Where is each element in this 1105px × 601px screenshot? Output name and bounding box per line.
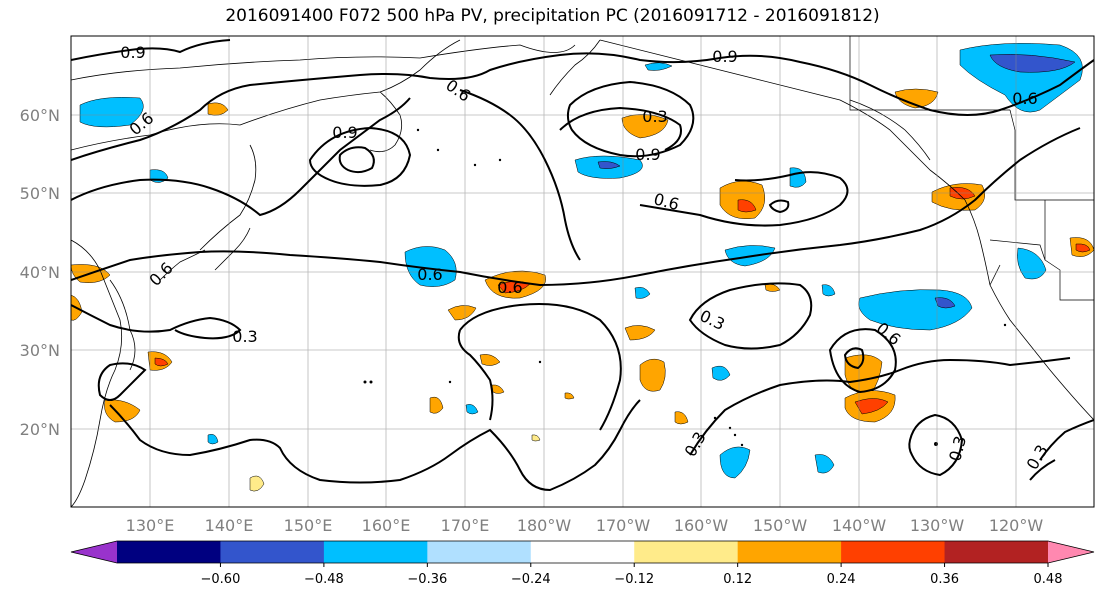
contour-label: 0.6 (417, 265, 442, 284)
pv-contours (71, 39, 1094, 492)
colorbar-segment (634, 541, 739, 563)
contour-label: 0.9 (120, 43, 145, 62)
colorbar: −0.60 −0.48 −0.36 −0.24 −0.12 0.12 0.24 0.36 0.4… (70, 540, 1095, 587)
colorbar-segment (220, 541, 325, 563)
colorbar-segment (530, 541, 635, 563)
colorbar-tick-label: 0.12 (723, 572, 752, 587)
lat-label: 20°N (20, 420, 60, 439)
lat-label: 50°N (20, 184, 60, 203)
colorbar-extend-max (1048, 541, 1094, 563)
contour-label: 0.3 (642, 107, 667, 126)
contour-label: 0.9 (712, 47, 737, 66)
latitude-labels: 60°N 50°N 40°N 30°N 20°N (20, 106, 60, 439)
colorbar-tick-label: −0.24 (511, 572, 551, 587)
precip-negative-shading (79, 43, 1083, 479)
lon-label: 180°W (517, 516, 572, 535)
precip-positive-shading (71, 88, 1094, 492)
lat-label: 60°N (20, 106, 60, 125)
lon-label: 150°W (753, 516, 808, 535)
lon-label: 160°W (674, 516, 729, 535)
colorbar-segment (117, 541, 221, 563)
map-title: 2016091400 F072 500 hPa PV, precipitatio… (225, 6, 880, 26)
contour-label: 0.6 (1012, 89, 1037, 108)
map-frame (70, 35, 1095, 508)
lon-label: 170°E (441, 516, 490, 535)
colorbar-segment (427, 541, 532, 563)
contour-label: 0.3 (232, 327, 257, 346)
colorbar-segment (944, 541, 1049, 563)
colorbar-tick-label: 0.36 (930, 572, 959, 587)
lon-label: 160°E (362, 516, 411, 535)
colorbar-segment (737, 541, 842, 563)
colorbar-segment (841, 541, 946, 563)
colorbar-segment (323, 541, 428, 563)
colorbar-tick-label: −0.60 (201, 572, 241, 587)
lon-label: 120°W (989, 516, 1044, 535)
contour-label: 0.9 (332, 123, 357, 142)
contour-label: 0.6 (497, 278, 522, 297)
longitude-labels: 130°E 140°E 150°E 160°E 170°E 180°W 170°… (126, 516, 1044, 535)
colorbar-tick-label: −0.12 (614, 572, 654, 587)
lon-label: 130°E (126, 516, 175, 535)
lon-label: 150°E (284, 516, 333, 535)
colorbar-extend-min (71, 541, 117, 563)
lon-label: 170°W (596, 516, 651, 535)
colorbar-tick-label: −0.48 (304, 572, 344, 587)
lat-label: 40°N (20, 263, 60, 282)
colorbar-tick-label: −0.36 (407, 572, 447, 587)
colorbar-outline (70, 540, 1095, 564)
contour-label: 0.9 (635, 145, 660, 164)
colorbar-tick-label: 0.48 (1034, 572, 1063, 587)
lat-label: 30°N (20, 341, 60, 360)
lon-label: 140°E (205, 516, 254, 535)
graticule (71, 36, 1094, 507)
lon-label: 130°W (910, 516, 965, 535)
lon-label: 140°W (832, 516, 887, 535)
colorbar-tick-label: 0.24 (827, 572, 856, 587)
